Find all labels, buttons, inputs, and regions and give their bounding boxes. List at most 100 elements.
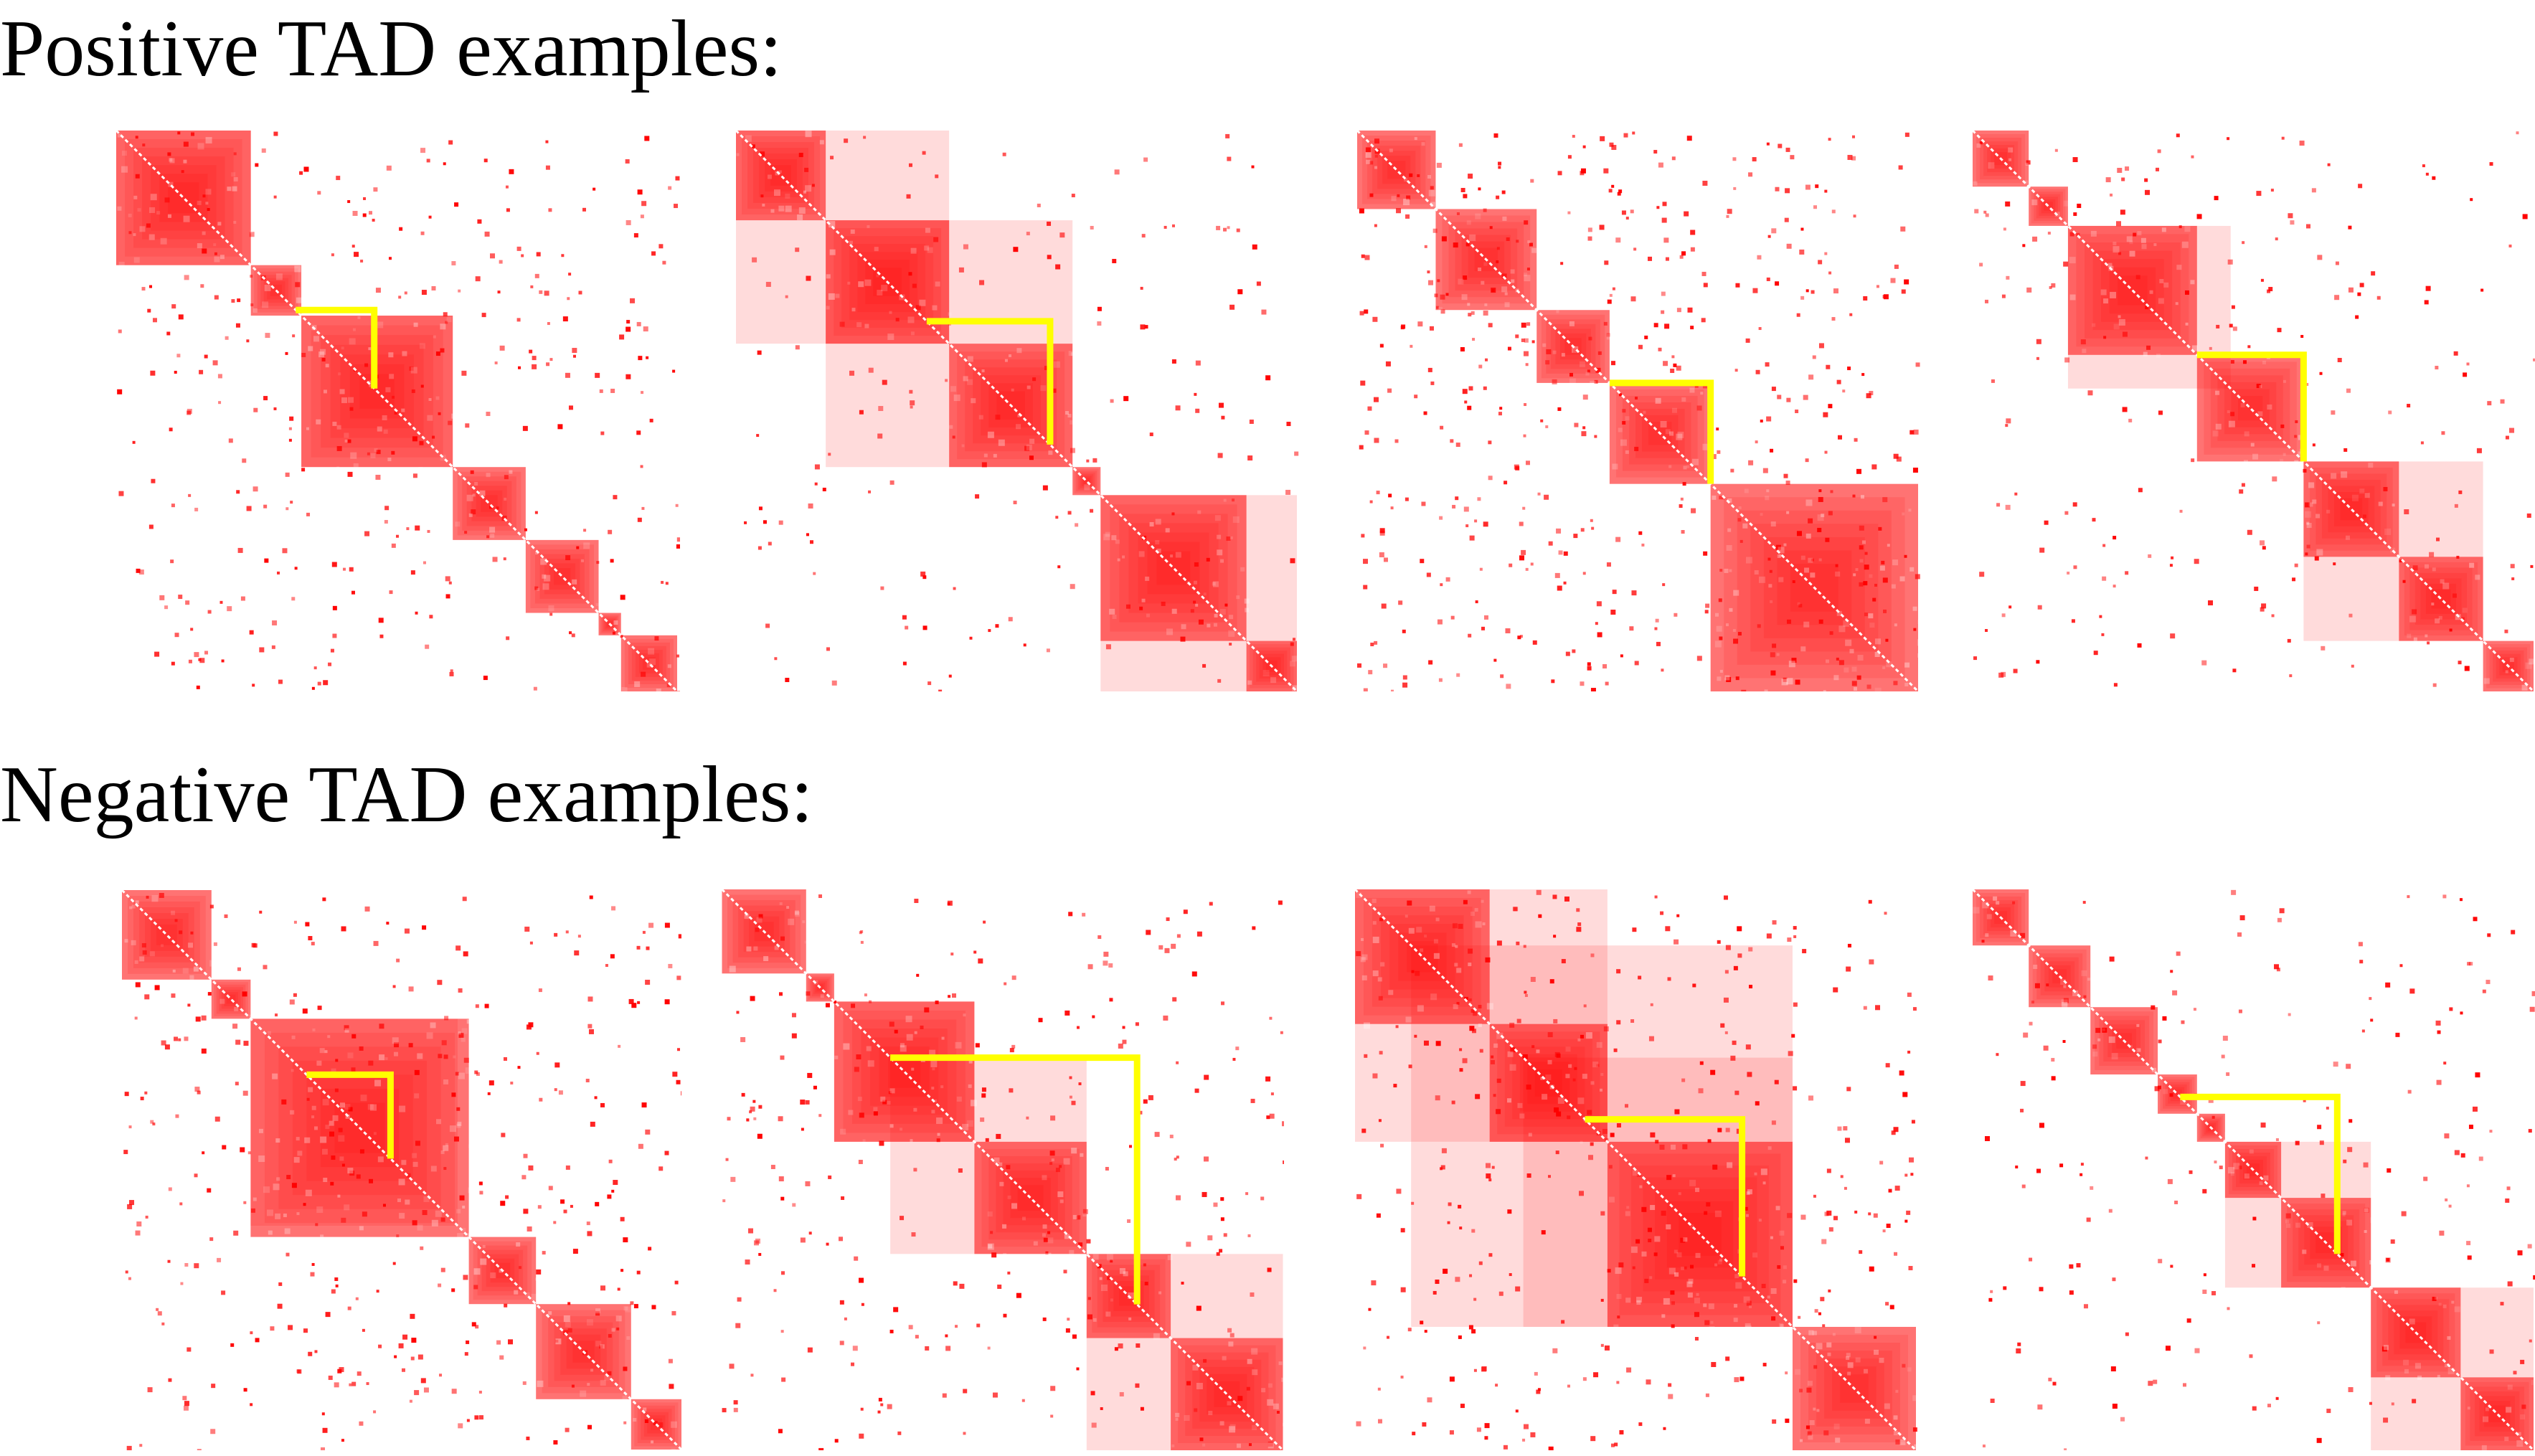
- contact-dot: [2227, 137, 2230, 141]
- contact-dot: [676, 544, 680, 549]
- contact-dot: [2083, 1304, 2088, 1309]
- contact-dot: [1775, 281, 1780, 286]
- contact-dot: [1055, 516, 1059, 519]
- tad-texture: [1111, 535, 1117, 541]
- contact-dot: [1407, 1328, 1412, 1332]
- tad-texture: [1625, 1297, 1631, 1303]
- tad-texture: [1470, 911, 1475, 916]
- contact-dot: [250, 1331, 253, 1335]
- contact-dot: [1519, 635, 1523, 638]
- tad-texture: [1585, 372, 1590, 376]
- contact-dot: [1552, 894, 1557, 899]
- contact-dot: [1653, 150, 1658, 154]
- contact-dot: [645, 1129, 651, 1135]
- tad-texture: [1846, 1353, 1851, 1358]
- contact-dot: [841, 1196, 845, 1200]
- tad-texture: [2403, 1359, 2409, 1366]
- tad-texture: [1800, 555, 1805, 560]
- tad-texture: [2010, 930, 2017, 937]
- contact-dot: [392, 1262, 396, 1265]
- contact-dot: [305, 922, 310, 927]
- tad-texture: [399, 1213, 405, 1219]
- tad-texture: [2267, 404, 2272, 410]
- contact-dot: [313, 666, 317, 670]
- contact-dot: [1658, 347, 1662, 351]
- contact-dot: [1402, 682, 1408, 688]
- contact-dot: [1626, 1367, 1632, 1373]
- tad-texture: [932, 1067, 935, 1071]
- tad-texture: [1861, 540, 1866, 544]
- contact-dot: [545, 165, 550, 170]
- contact-dot: [1557, 171, 1562, 176]
- contact-dot: [1417, 321, 1423, 327]
- contact-dot: [1894, 1186, 1900, 1191]
- tad-texture: [537, 1380, 544, 1387]
- tad-texture: [325, 364, 329, 368]
- contact-dot: [1632, 927, 1637, 932]
- contact-dot: [466, 1419, 470, 1422]
- contact-dot: [184, 275, 189, 280]
- tad-texture: [412, 1153, 417, 1158]
- contact-dot: [2391, 1402, 2394, 1406]
- tad-texture: [2425, 564, 2430, 569]
- contact-dot: [167, 1259, 171, 1263]
- tad-texture: [461, 1037, 466, 1042]
- tad-texture: [770, 209, 775, 213]
- tad-texture: [1468, 963, 1472, 967]
- tad-texture: [648, 648, 655, 655]
- tad-texture: [1420, 948, 1424, 952]
- tad-texture: [312, 1028, 316, 1031]
- tad-texture: [1752, 1252, 1758, 1258]
- tad-texture: [887, 1100, 891, 1105]
- tad-texture: [1092, 1318, 1097, 1322]
- tad-texture: [1053, 361, 1060, 368]
- contact-dot: [1379, 552, 1384, 558]
- contact-dot: [758, 1252, 762, 1256]
- tad-core: [1199, 1366, 1255, 1422]
- contact-dot: [1747, 1072, 1752, 1077]
- contact-dot: [567, 1302, 571, 1305]
- tad-texture: [2243, 460, 2248, 465]
- contact-dot: [2092, 518, 2096, 522]
- contact-dot: [2317, 1125, 2322, 1130]
- tad-texture: [231, 172, 236, 177]
- contact-dot: [2174, 1200, 2178, 1204]
- tad-texture: [1816, 1409, 1820, 1412]
- contact-dot: [658, 244, 664, 249]
- tad-texture: [1229, 1424, 1236, 1430]
- tad-texture: [1800, 646, 1806, 652]
- tad-texture: [2140, 237, 2146, 243]
- contact-dot: [2529, 1006, 2535, 1012]
- contact-dot: [1227, 226, 1230, 230]
- contact-dot: [1739, 1376, 1745, 1381]
- contact-dot: [532, 356, 537, 361]
- tad-texture: [1212, 581, 1219, 587]
- contact-dot: [2211, 1291, 2217, 1296]
- contact-dot: [806, 533, 809, 536]
- tad-texture: [275, 273, 283, 280]
- contact-dot: [1837, 1126, 1842, 1131]
- tad-texture: [1702, 443, 1709, 450]
- contact-dot: [818, 1447, 824, 1450]
- contact-dot: [2511, 930, 2516, 935]
- contact-dot: [2202, 1188, 2207, 1193]
- contact-dot: [1610, 1133, 1615, 1138]
- contact-dot: [161, 1040, 166, 1046]
- contact-dot: [225, 336, 229, 340]
- tad-texture: [1596, 1041, 1602, 1048]
- tad-texture: [2434, 1296, 2437, 1300]
- contact-dot: [477, 219, 482, 224]
- contact-dot: [568, 273, 572, 276]
- contact-dot: [179, 1202, 183, 1206]
- tad-texture: [266, 1209, 273, 1216]
- contact-dot: [1690, 326, 1694, 330]
- tad-texture: [2370, 1217, 2376, 1224]
- contact-dot: [237, 547, 243, 553]
- contact-dot: [1414, 394, 1418, 399]
- contact-dot: [1854, 438, 1858, 442]
- contact-dot: [1449, 1430, 1454, 1435]
- contact-dot: [953, 587, 956, 590]
- contact-dot: [628, 998, 634, 1004]
- contact-dot: [2454, 504, 2458, 508]
- tad-texture: [1779, 1230, 1785, 1236]
